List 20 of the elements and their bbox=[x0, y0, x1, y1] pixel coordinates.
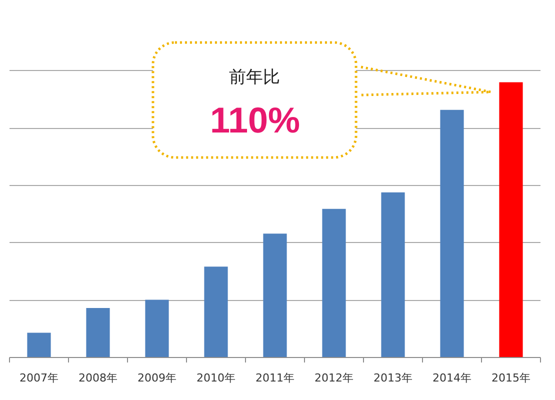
x-tick-label: 2008年 bbox=[78, 372, 118, 384]
bar bbox=[322, 208, 346, 358]
x-tick-label: 2012年 bbox=[314, 372, 354, 384]
bar bbox=[381, 192, 405, 358]
x-tick-label: 2007年 bbox=[20, 372, 59, 384]
bar bbox=[440, 110, 464, 358]
x-tick-label: 2011年 bbox=[256, 372, 295, 384]
x-tick-label: 2014年 bbox=[432, 372, 472, 384]
x-tick-label: 2013年 bbox=[374, 372, 413, 384]
annotation: 前年比 bbox=[229, 68, 280, 88]
bar bbox=[499, 82, 523, 358]
x-tick-label: 2009年 bbox=[138, 372, 177, 384]
bar bbox=[145, 300, 169, 358]
bar bbox=[27, 332, 51, 358]
x-tick-label: 2015年 bbox=[492, 372, 531, 384]
bar bbox=[86, 308, 110, 358]
bar bbox=[204, 266, 228, 358]
annotation: 110% bbox=[210, 100, 300, 140]
x-tick-label: 2010年 bbox=[196, 372, 236, 384]
bar bbox=[263, 234, 287, 358]
